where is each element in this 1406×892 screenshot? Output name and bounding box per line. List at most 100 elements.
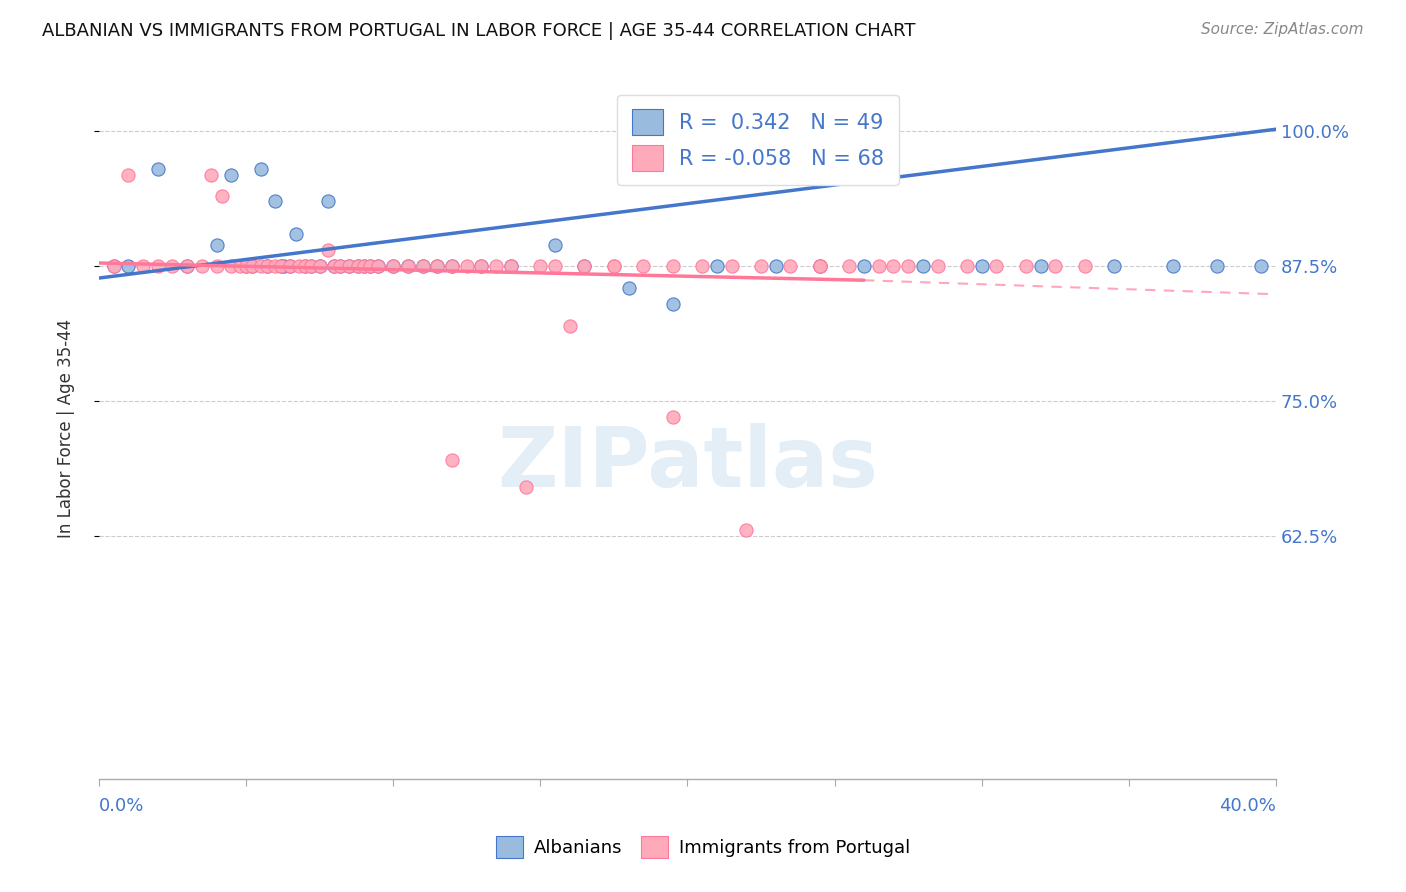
Point [229, 259, 252, 273]
Point [205, 259, 228, 273]
Y-axis label: In Labor Force | Age 35-44: In Labor Force | Age 35-44 [58, 318, 75, 538]
Legend: Albanians, Immigrants from Portugal: Albanians, Immigrants from Portugal [489, 829, 917, 865]
Point [1250, 259, 1272, 273]
Point [235, 259, 257, 273]
Point [176, 259, 198, 273]
Point [911, 259, 934, 273]
Point [852, 259, 875, 273]
Point [456, 259, 478, 273]
Point [211, 189, 233, 203]
Point [440, 259, 463, 273]
Point [318, 194, 340, 209]
Point [882, 259, 904, 273]
Point [661, 410, 683, 425]
Text: ZIPatlas: ZIPatlas [496, 423, 877, 504]
Point [278, 259, 301, 273]
Point [897, 259, 920, 273]
Point [956, 259, 979, 273]
Point [103, 259, 125, 273]
Point [440, 259, 463, 273]
Point [544, 259, 567, 273]
Point [396, 259, 419, 273]
Point [499, 259, 522, 273]
Text: 0.0%: 0.0% [98, 797, 145, 815]
Point [367, 259, 389, 273]
Point [749, 259, 772, 273]
Point [176, 259, 198, 273]
Point [1161, 259, 1184, 273]
Text: Source: ZipAtlas.com: Source: ZipAtlas.com [1201, 22, 1364, 37]
Point [574, 259, 596, 273]
Point [1029, 259, 1052, 273]
Point [256, 259, 278, 273]
Point [337, 259, 360, 273]
Point [986, 259, 1008, 273]
Point [529, 259, 551, 273]
Point [323, 259, 346, 273]
Point [970, 259, 993, 273]
Point [544, 237, 567, 252]
Point [808, 259, 831, 273]
Point [146, 259, 169, 273]
Point [735, 524, 758, 538]
Point [191, 259, 214, 273]
Point [1045, 259, 1067, 273]
Point [603, 259, 626, 273]
Point [249, 259, 271, 273]
Point [205, 237, 228, 252]
Point [299, 259, 322, 273]
Point [200, 168, 222, 182]
Point [278, 259, 301, 273]
Point [1102, 259, 1125, 273]
Point [470, 259, 492, 273]
Point [256, 259, 278, 273]
Point [323, 259, 346, 273]
Point [329, 259, 352, 273]
Point [808, 259, 831, 273]
Point [162, 259, 184, 273]
Text: 40.0%: 40.0% [1219, 797, 1277, 815]
Point [346, 259, 368, 273]
Point [117, 259, 139, 273]
Point [219, 168, 242, 182]
Point [426, 259, 449, 273]
Point [661, 259, 683, 273]
Point [515, 480, 537, 494]
Point [359, 259, 381, 273]
Point [485, 259, 508, 273]
Point [146, 162, 169, 177]
Point [382, 259, 405, 273]
Point [412, 259, 434, 273]
Point [117, 168, 139, 182]
Point [240, 259, 263, 273]
Point [574, 259, 596, 273]
Point [1206, 259, 1229, 273]
Point [1073, 259, 1095, 273]
Point [720, 259, 742, 273]
Point [337, 259, 360, 273]
Point [690, 259, 713, 273]
Point [318, 243, 340, 257]
Point [235, 259, 257, 273]
Point [499, 259, 522, 273]
Point [396, 259, 419, 273]
Point [617, 281, 640, 295]
Point [765, 259, 787, 273]
Point [270, 259, 292, 273]
Point [367, 259, 389, 273]
Point [838, 259, 860, 273]
Point [808, 259, 831, 273]
Point [329, 259, 352, 273]
Point [631, 259, 654, 273]
Point [868, 259, 890, 273]
Point [240, 259, 263, 273]
Point [382, 259, 405, 273]
Point [273, 259, 295, 273]
Point [294, 259, 316, 273]
Point [440, 453, 463, 467]
Point [270, 259, 292, 273]
Point [779, 259, 801, 273]
Point [353, 259, 375, 273]
Point [264, 194, 287, 209]
Point [359, 259, 381, 273]
